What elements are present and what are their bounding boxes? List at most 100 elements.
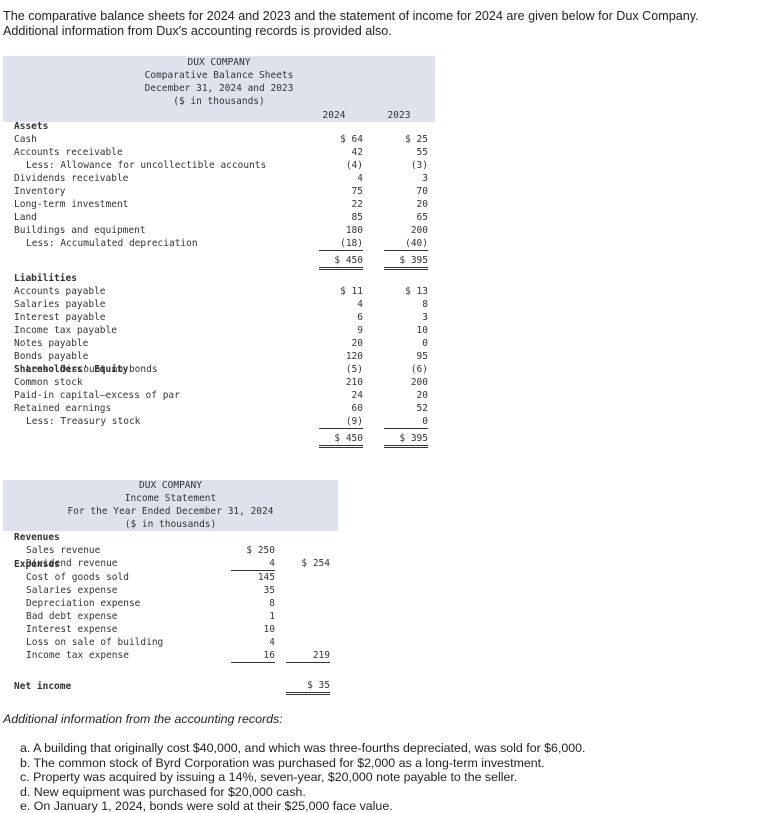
row-label: Interest payable xyxy=(14,312,106,323)
row-label: Salaries expense xyxy=(26,585,118,596)
section-heading: Liabilities xyxy=(14,273,77,284)
amount: 4 xyxy=(357,299,363,310)
amount: 120 xyxy=(345,351,363,362)
amount: 210 xyxy=(345,377,363,388)
row-label: Cash xyxy=(14,134,37,145)
row-label: Common stock xyxy=(14,377,83,388)
header-line: For the Year Ended December 31, 2024 xyxy=(67,506,274,517)
amount: $ 64 xyxy=(340,134,363,145)
info-item: c. Property was acquired by issuing a 14… xyxy=(20,770,518,785)
intro-line: The comparative balance sheets for 2024 … xyxy=(3,9,699,23)
statement-header: DUX COMPANY Comparative Balance Sheets Dec… xyxy=(3,56,435,122)
column-label: 2024 xyxy=(322,110,346,121)
amount: 6 xyxy=(357,312,363,323)
amount: 1 xyxy=(269,611,275,622)
amount: (3) xyxy=(410,160,428,171)
amount: (5) xyxy=(345,364,363,375)
amount: 22 xyxy=(351,199,363,210)
amount: 10 xyxy=(416,325,428,336)
amount: 85 xyxy=(351,212,363,223)
row-label: Accounts receivable xyxy=(14,147,123,158)
row-label: Inventory xyxy=(14,186,66,197)
amount: 35 xyxy=(263,585,275,596)
row-label: Interest expense xyxy=(26,624,118,635)
row-label: Cost of goods sold xyxy=(26,572,129,583)
row-label: Land xyxy=(14,212,37,223)
section-heading: Shareholders' Equity xyxy=(14,364,129,375)
row-label: Notes payable xyxy=(14,338,89,349)
statement-header: DUX COMPANY Income Statement For the Year … xyxy=(3,480,338,531)
amount: 65 xyxy=(416,212,428,223)
amount: (4) xyxy=(345,160,363,171)
row-label: Less: Accumulated depreciation xyxy=(26,238,198,249)
amount: 9 xyxy=(357,325,363,336)
row-label: Less: Allowance for uncollectible accoun… xyxy=(26,160,267,171)
row-label: Dividend revenue xyxy=(26,558,118,569)
row-label: Retained earnings xyxy=(14,403,112,414)
amount: 4 xyxy=(231,558,275,571)
total: $ 395 xyxy=(384,255,428,270)
header-line: Income Statement xyxy=(124,493,217,504)
header-line: DUX COMPANY xyxy=(139,480,202,491)
net-income-label: Net income xyxy=(14,681,72,692)
income-statement: DUX COMPANY Income Statement For the Year … xyxy=(3,480,338,700)
amount: 0 xyxy=(422,338,428,349)
info-item: a. A building that originally cost $40,0… xyxy=(20,741,586,755)
row-label: Bonds payable xyxy=(14,351,89,362)
intro-line: Additional information from Dux's accoun… xyxy=(3,24,392,38)
row-label: Long-term investment xyxy=(14,199,129,210)
amount: 200 xyxy=(410,225,428,236)
amount: 95 xyxy=(416,351,428,362)
amount: 75 xyxy=(351,186,363,197)
info-heading: Additional information from the accounti… xyxy=(3,712,283,726)
amount: 8 xyxy=(269,598,275,609)
additional-info: Additional information from the accounti… xyxy=(3,712,769,813)
amount: $ 254 xyxy=(301,558,330,569)
row-label: Loss on sale of building xyxy=(26,637,164,648)
header-line: ($ in thousands) xyxy=(173,96,265,107)
amount: 10 xyxy=(263,624,275,635)
amount: 60 xyxy=(351,403,363,414)
info-item: e. On January 1, 2024, bonds were sold a… xyxy=(20,799,393,813)
row-label: Accounts payable xyxy=(14,286,106,297)
amount: 4 xyxy=(357,173,363,184)
amount: 24 xyxy=(351,390,363,401)
amount: 219 xyxy=(286,650,330,663)
amount: $ 13 xyxy=(405,286,428,297)
header-line: ($ in thousands) xyxy=(124,519,217,530)
row-label: Income tax payable xyxy=(14,325,117,336)
section-heading: Revenues xyxy=(14,532,60,543)
amount: 8 xyxy=(422,299,428,310)
amount: 3 xyxy=(422,312,428,323)
section-heading: Assets xyxy=(14,121,49,132)
header-line: Comparative Balance Sheets xyxy=(144,70,294,81)
amount: 145 xyxy=(257,572,275,583)
amount: 70 xyxy=(416,186,428,197)
amount: $ 25 xyxy=(405,134,428,145)
row-label: Less: Discount on bonds xyxy=(26,364,158,375)
amount: 0 xyxy=(384,416,428,429)
amount: (6) xyxy=(410,364,428,375)
amount: 55 xyxy=(416,147,428,158)
amount: (40) xyxy=(384,238,428,251)
row-label: Depreciation expense xyxy=(26,598,141,609)
amount: 3 xyxy=(422,173,428,184)
header-line: DUX COMPANY xyxy=(187,57,251,68)
amount: (9) xyxy=(319,416,363,429)
amount: 4 xyxy=(269,637,275,648)
amount: 20 xyxy=(416,199,428,210)
header-line: December 31, 2024 and 2023 xyxy=(144,83,294,94)
amount: 200 xyxy=(410,377,428,388)
section-heading: Expenses xyxy=(14,559,60,570)
row-label: Less: Treasury stock xyxy=(26,416,141,427)
row-label: Income tax expense xyxy=(26,650,129,661)
amount: 20 xyxy=(351,338,363,349)
balance-sheet: DUX COMPANY Comparative Balance Sheets Dec… xyxy=(3,56,435,466)
column-label: 2023 xyxy=(387,110,411,121)
amount: 42 xyxy=(351,147,363,158)
net-income: $ 35 xyxy=(286,680,330,695)
amount: (18) xyxy=(319,238,363,251)
row-label: Dividends receivable xyxy=(14,173,129,184)
amount: 180 xyxy=(345,225,363,236)
